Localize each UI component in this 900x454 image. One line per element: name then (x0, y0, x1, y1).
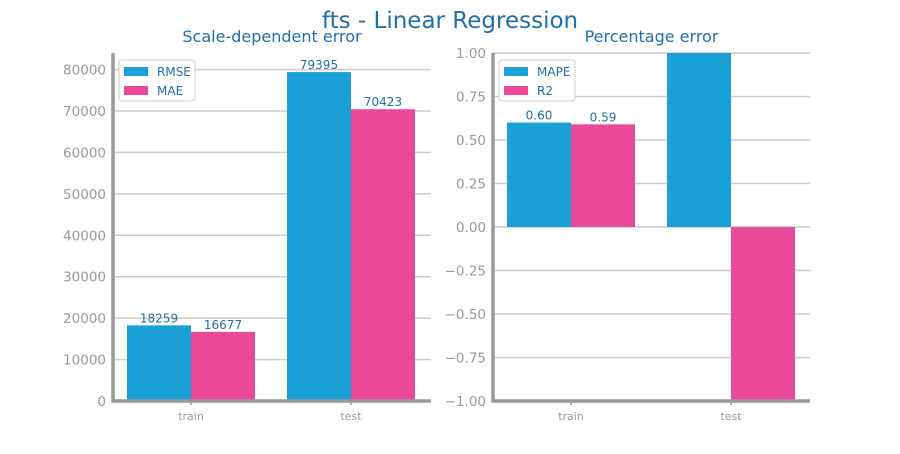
bar-r2-test (731, 227, 795, 401)
chart-title: Scale-dependent error (182, 27, 362, 46)
y-tick-label: 40000 (63, 228, 106, 244)
data-label: 16677 (204, 318, 242, 332)
y-tick-label: 50000 (63, 187, 106, 203)
x-tick-label: train (558, 410, 584, 423)
y-tick-label: 20000 (63, 311, 106, 327)
legend-label: MAPE (537, 65, 570, 79)
legend-label: R2 (537, 84, 553, 98)
y-tick-label: 0.75 (456, 90, 486, 106)
y-tick-label: −0.50 (445, 307, 486, 323)
y-tick-label: 0 (97, 394, 106, 410)
data-label: 79395 (300, 58, 338, 72)
y-tick-label: 80000 (63, 63, 106, 79)
chart-1: Scale-dependent error 0 10000 20000 30000 400… (63, 27, 431, 423)
bar-mape-train (507, 122, 571, 227)
bar-mae-test (351, 109, 415, 402)
y-tick-label: −0.25 (445, 264, 486, 280)
x-tick-label: test (340, 410, 362, 423)
figure-title: fts - Linear Regression (322, 8, 578, 34)
data-label: 70423 (364, 95, 402, 109)
data-label: 0.59 (590, 110, 617, 124)
chart-2: Percentage error −1.00 −0.75 −0.50 −0.25 0.00… (445, 27, 810, 423)
bar-mae-train (191, 331, 255, 401)
legend-swatch (504, 86, 528, 95)
y-tick-label: 10000 (63, 353, 106, 369)
legend-swatch (504, 67, 528, 76)
x-tick-label: train (178, 410, 204, 423)
y-tick-label: 30000 (63, 270, 106, 286)
chart-title: Percentage error (585, 27, 719, 46)
legend-label: MAE (157, 84, 183, 98)
y-tick-label: 0.25 (456, 177, 486, 193)
bar-r2-train (571, 124, 635, 227)
data-label: 18259 (140, 311, 178, 325)
y-tick-label: 0.50 (456, 133, 486, 149)
legend-swatch (124, 86, 148, 95)
y-tick-label: 70000 (63, 104, 106, 120)
x-tick-label: test (720, 410, 742, 423)
y-tick-label: −0.75 (445, 351, 486, 367)
bar-mape-test (667, 53, 731, 227)
y-tick-label: −1.00 (445, 394, 486, 410)
bar-rmse-train (127, 325, 191, 401)
y-tick-label: 60000 (63, 145, 106, 161)
legend-label: RMSE (157, 65, 191, 79)
y-tick-label: 1.00 (456, 46, 486, 62)
bar-rmse-test (287, 72, 351, 402)
y-tick-label: 0.00 (456, 220, 486, 236)
data-label: 0.60 (526, 109, 553, 123)
legend-swatch (124, 67, 148, 76)
